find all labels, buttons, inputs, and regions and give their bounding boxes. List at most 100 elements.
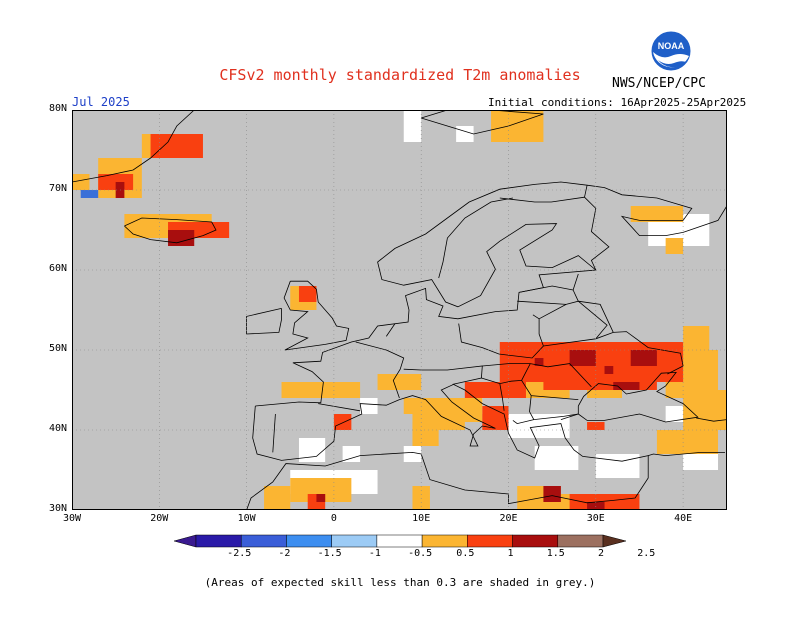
anomaly-cell xyxy=(342,446,361,462)
coastline-segment xyxy=(481,377,522,385)
initial-conditions: Initial conditions: 16Apr2025-25Apr2025 xyxy=(488,96,747,109)
graticule xyxy=(72,110,727,510)
coastline-segment xyxy=(499,383,505,411)
anomaly-cell xyxy=(604,366,614,374)
lat-label: 80N xyxy=(48,103,67,114)
coastline-segment xyxy=(283,280,350,351)
anomaly-cell xyxy=(412,422,439,446)
colorbar-swatch xyxy=(376,534,423,548)
coastline-segment xyxy=(318,403,361,412)
lon-label: 30E xyxy=(586,513,605,524)
coastline-segment xyxy=(543,331,684,375)
anomaly-cell xyxy=(569,350,596,366)
anomaly-cell xyxy=(264,486,291,510)
coastline-segment xyxy=(696,417,727,422)
coastline-segment xyxy=(560,413,579,420)
coastline-segment xyxy=(246,308,282,335)
coastline-segment xyxy=(499,196,585,203)
colorbar-over-arrow xyxy=(602,534,626,548)
colorbar-tick-label: 1 xyxy=(507,548,514,559)
lon-label: 10W xyxy=(237,513,256,524)
noaa-logo: NOAA xyxy=(650,30,692,72)
anomaly-cell xyxy=(298,438,326,462)
colorbar-swatch xyxy=(557,534,604,548)
anomaly-cell xyxy=(613,382,640,390)
anomaly-cell xyxy=(595,454,640,478)
coastline-segment xyxy=(355,341,405,399)
anomaly-cell xyxy=(456,398,483,422)
coastline-segment xyxy=(458,314,544,359)
anomaly-cell xyxy=(168,230,195,246)
anomaly-cell xyxy=(508,414,570,438)
colorbar-tick-label: -2 xyxy=(278,548,291,559)
anomaly-cell xyxy=(80,190,99,198)
lon-label: 30W xyxy=(62,513,82,524)
anomaly-cell xyxy=(665,238,684,254)
colorbar-swatch xyxy=(195,534,242,548)
anomaly-cell xyxy=(464,382,526,398)
coastline-segment xyxy=(246,383,649,510)
coastline-segment xyxy=(517,300,567,305)
chart-title: CFSv2 monthly standardized T2m anomalies xyxy=(219,66,581,84)
anomaly-cell xyxy=(281,382,361,398)
coastline-segment xyxy=(572,273,614,333)
forecast-month: Jul 2025 xyxy=(72,95,130,109)
map-frame xyxy=(72,110,727,510)
coastline-segment xyxy=(72,110,195,183)
coastline-segment xyxy=(518,285,574,293)
lon-label: 20E xyxy=(499,513,518,524)
anomaly-cell xyxy=(377,374,422,390)
colorbar-tick-label: -0.5 xyxy=(408,548,433,559)
coastline-segment xyxy=(512,419,534,425)
anomaly-cell xyxy=(534,358,544,366)
anomaly-cell xyxy=(333,414,352,430)
colorbar-tick-label: -1 xyxy=(368,548,381,559)
anomaly-cell xyxy=(534,446,579,470)
colorbar-swatch xyxy=(331,534,378,548)
colorbar-tick-label: -2.5 xyxy=(227,548,252,559)
anomaly-cell xyxy=(630,350,657,366)
anomaly-cell xyxy=(683,326,710,350)
anomaly-cell xyxy=(316,494,326,502)
anomaly-cell xyxy=(456,126,474,142)
anomaly-cell xyxy=(543,374,657,390)
colorbar-tick-label: -1.5 xyxy=(317,548,342,559)
coastline-segment xyxy=(648,451,725,457)
svg-text:NOAA: NOAA xyxy=(658,41,685,51)
lat-label: 50N xyxy=(48,343,67,354)
skill-note: (Areas of expected skill less than 0.3 a… xyxy=(204,576,596,589)
anomaly-cell xyxy=(491,110,544,142)
lat-label: 70N xyxy=(48,183,67,194)
colorbar-swatch xyxy=(286,534,332,548)
colorbar-swatch xyxy=(240,534,287,548)
colorbar-tick-label: 2.5 xyxy=(637,548,656,559)
map-background xyxy=(72,110,727,510)
lon-label: 20W xyxy=(150,513,169,524)
colorbar xyxy=(174,534,626,548)
colorbar-swatch xyxy=(467,534,513,548)
lon-label: 40E xyxy=(674,513,693,524)
colorbar-tick-label: 1.5 xyxy=(546,548,565,559)
coastline-segment xyxy=(438,197,513,279)
coastline-segment xyxy=(385,323,396,337)
anomaly-cell xyxy=(656,430,719,454)
agency-label: NWS/NCEP/CPC xyxy=(612,76,706,91)
colorbar-swatch xyxy=(512,534,559,548)
coastline-segment xyxy=(272,413,276,453)
lat-label: 40N xyxy=(48,423,67,434)
colorbar-under-arrow xyxy=(174,534,197,548)
coastline-segment xyxy=(255,181,727,407)
anomaly-cell xyxy=(360,398,378,414)
coastline-segment xyxy=(421,110,544,135)
anomaly-cell xyxy=(150,134,203,158)
anomaly-cell xyxy=(403,446,422,462)
anomaly-cell xyxy=(72,174,90,190)
lon-label: 0 xyxy=(330,513,337,524)
anomaly-cell xyxy=(630,206,684,222)
lat-label: 60N xyxy=(48,263,67,274)
coastline-segment xyxy=(577,371,699,423)
anomaly-map xyxy=(72,110,727,510)
colorbar-tick-label: 2 xyxy=(597,548,605,559)
colorbar-tick-label: 0.5 xyxy=(456,548,475,559)
anomaly-cell xyxy=(298,286,317,302)
